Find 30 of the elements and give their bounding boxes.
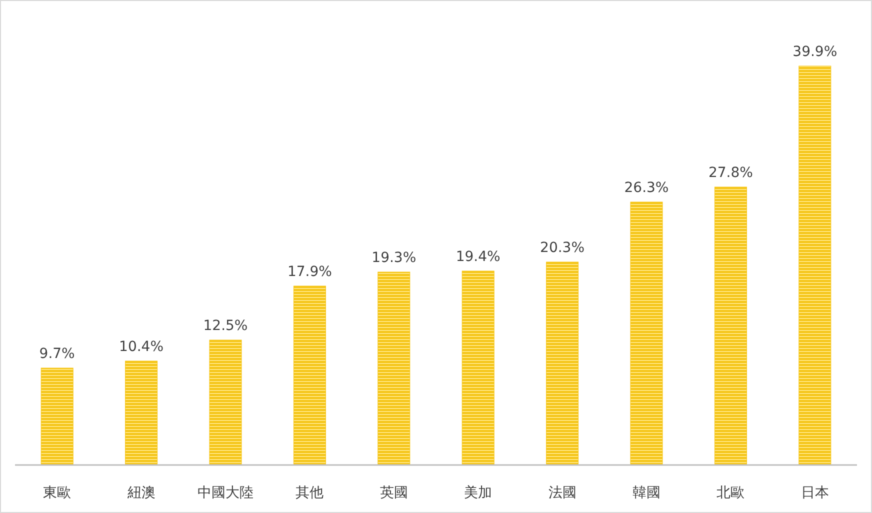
bar bbox=[798, 66, 832, 466]
x-tick-label: 法國 bbox=[548, 485, 576, 501]
bar bbox=[125, 360, 158, 466]
bar bbox=[378, 272, 410, 466]
bar bbox=[546, 262, 579, 466]
data-label: 9.7% bbox=[39, 346, 75, 362]
data-label: 27.8% bbox=[708, 165, 753, 181]
data-label: 10.4% bbox=[119, 339, 164, 355]
bar bbox=[462, 270, 494, 466]
x-tick-label: 韓國 bbox=[632, 485, 660, 501]
bar bbox=[714, 186, 747, 466]
x-tick-label: 東歐 bbox=[43, 485, 72, 501]
data-label: 19.3% bbox=[372, 250, 416, 266]
data-label: 26.3% bbox=[624, 180, 669, 196]
bar bbox=[293, 286, 326, 466]
data-label: 17.9% bbox=[287, 264, 332, 280]
data-label: 19.4% bbox=[456, 249, 500, 265]
x-tick-label: 日本 bbox=[800, 485, 829, 501]
x-tick-label: 紐澳 bbox=[126, 485, 156, 501]
x-tick-label: 中國大陸 bbox=[198, 485, 254, 501]
bar bbox=[209, 340, 242, 466]
data-label: 20.3% bbox=[540, 240, 585, 256]
data-label: 39.9% bbox=[792, 44, 838, 60]
x-tick-label: 其他 bbox=[296, 485, 324, 501]
bar bbox=[630, 202, 663, 466]
x-tick-label: 北歐 bbox=[716, 485, 745, 501]
x-tick-label: 英國 bbox=[380, 485, 408, 501]
data-label: 12.5% bbox=[203, 318, 248, 334]
bar bbox=[40, 368, 74, 466]
x-tick-label: 美加 bbox=[464, 485, 492, 501]
